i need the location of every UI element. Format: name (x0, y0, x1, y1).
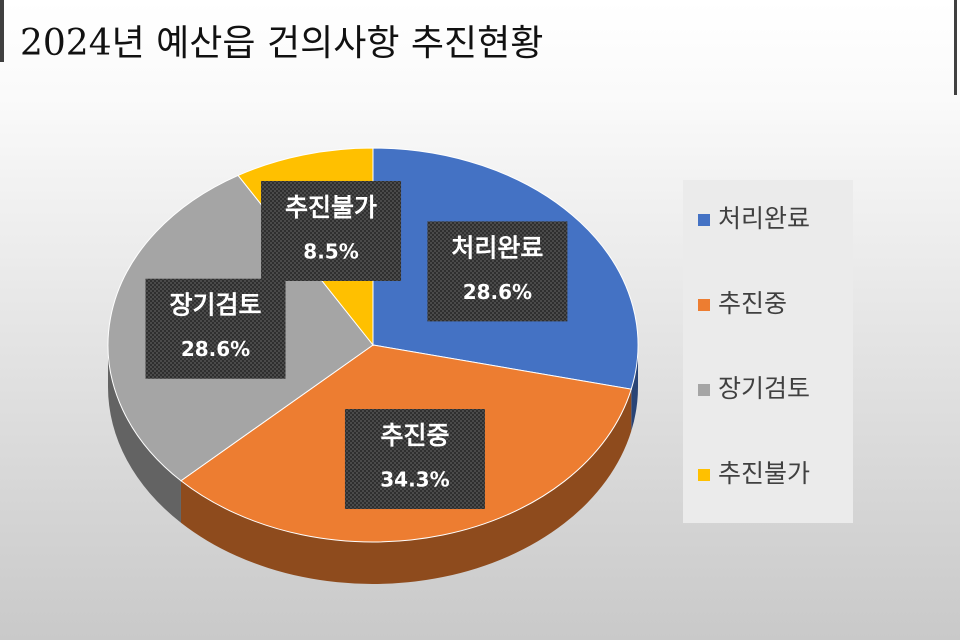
data-label: 28.6% (181, 337, 250, 361)
data-label: 34.3% (380, 468, 449, 492)
pie: 처리완료 28.6% 추진중 34.3% 장기검토 28.6% 추진불가 8.5% (107, 147, 639, 584)
legend-label: 처리완료 (718, 204, 810, 233)
legend-swatch (698, 384, 710, 396)
data-label-box (261, 180, 402, 281)
legend-label: 추진중 (718, 289, 787, 318)
data-label: 28.6% (463, 280, 532, 304)
data-label-box (145, 278, 286, 379)
data-label-name: 장기검토 (170, 291, 262, 320)
legend-swatch (698, 214, 710, 226)
data-label-name: 추진불가 (285, 193, 377, 222)
legend-label: 추진불가 (718, 459, 810, 488)
data-label-name: 추진중 (380, 421, 449, 450)
slice-side (631, 345, 638, 432)
legend (683, 180, 853, 523)
legend-swatch (698, 469, 710, 481)
data-label-name: 처리완료 (451, 233, 543, 262)
data-label: 8.5% (303, 239, 358, 263)
accent-bar (954, 0, 957, 95)
data-label-box (427, 221, 568, 322)
legend-swatch (698, 299, 710, 311)
slice-side (180, 389, 632, 584)
data-label-box (344, 409, 485, 510)
legend-label: 장기검토 (718, 374, 810, 403)
accent-bar (0, 0, 4, 62)
chart-title: 2024년 예산읍 건의사항 추진현황 (20, 23, 543, 64)
slice-side (108, 345, 181, 523)
